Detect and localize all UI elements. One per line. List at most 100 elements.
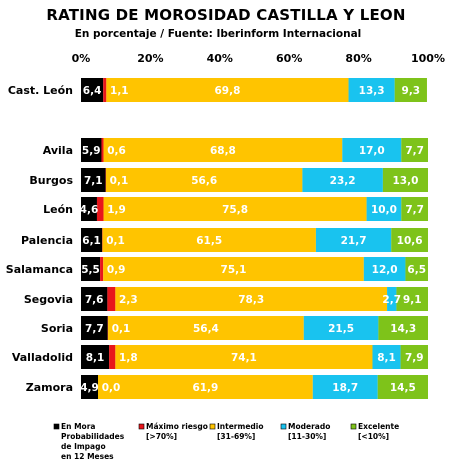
legend-swatch: [280, 423, 287, 430]
bars: Cast. León 6,4 1,1 69,8 13,3 9,3 Avila 5,9 0,6 68…: [6, 78, 428, 399]
category-label: Burgos: [29, 174, 73, 187]
bar-segment: [108, 316, 304, 340]
bar-segment: [115, 287, 388, 311]
bar-segment: [115, 345, 373, 369]
data-label: 5,9: [82, 145, 101, 157]
data-label: 9,3: [402, 85, 421, 97]
data-label: 9,1: [403, 294, 422, 306]
data-label: 2,3: [119, 294, 138, 306]
data-label: 7,6: [85, 294, 104, 306]
bar-segment: [382, 168, 428, 192]
data-label: 0,1: [106, 235, 125, 247]
data-label: 4,9: [80, 382, 99, 394]
category-label: Salamanca: [6, 263, 73, 276]
data-label: 14,3: [390, 323, 416, 335]
bar-segment: [81, 345, 110, 369]
x-axis: 0% 20% 40% 60% 80% 100%: [72, 52, 445, 65]
data-label: 0,1: [110, 175, 129, 187]
bar-segment: [342, 138, 402, 162]
data-label: 13,3: [359, 85, 385, 97]
category-label: Avila: [43, 144, 73, 157]
bar-segment: [103, 138, 343, 162]
x-tick-label: 80%: [345, 52, 371, 65]
legend-label: En Mora: [61, 422, 95, 431]
bar-segment: [81, 228, 103, 252]
bar-segment: [302, 168, 383, 192]
data-label: 14,5: [390, 382, 416, 394]
data-label: 1,8: [119, 352, 138, 364]
data-label: 56,6: [191, 175, 217, 187]
bar-segment: [103, 78, 107, 102]
category-label: Cast. León: [8, 84, 73, 97]
data-label: 7,7: [405, 145, 424, 157]
category-label: Zamora: [26, 381, 73, 394]
bar-segment: [81, 316, 108, 340]
data-label: 1,1: [110, 85, 129, 97]
data-label: 21,7: [341, 235, 367, 247]
category-label: León: [43, 203, 73, 216]
data-label: 2,7: [382, 294, 401, 306]
data-label: 1,9: [107, 204, 126, 216]
bar-segment: [400, 345, 428, 369]
bar-segment: [396, 287, 428, 311]
category-label: Segovia: [24, 293, 73, 306]
chart-subtitle: En porcentaje / Fuente: Iberinform Inter…: [75, 28, 362, 40]
bar-segment: [315, 228, 392, 252]
bar-segment: [312, 375, 378, 399]
data-label: 61,5: [196, 235, 222, 247]
bar-segment: [405, 257, 428, 281]
bar-segment: [81, 138, 102, 162]
data-label: 68,8: [210, 145, 236, 157]
bar-segment: [105, 168, 303, 192]
data-label: 6,1: [82, 235, 101, 247]
legend-swatch: [138, 423, 145, 430]
data-label: 23,2: [330, 175, 356, 187]
legend-label: Moderado: [288, 422, 330, 431]
data-label: 7,7: [405, 204, 424, 216]
legend-swatch: [350, 423, 357, 430]
legend-label: Excelente: [358, 422, 399, 431]
bar-segment: [377, 375, 428, 399]
legend-swatch: [209, 423, 216, 430]
data-label: 0,6: [107, 145, 126, 157]
bar-segment: [102, 228, 316, 252]
bar-segment: [81, 375, 99, 399]
legend-label: [11-30%]: [288, 432, 326, 441]
bar-segment: [366, 197, 402, 221]
data-label: 5,5: [81, 264, 100, 276]
bar-segment: [401, 138, 428, 162]
data-label: 6,4: [83, 85, 102, 97]
legend-label: Intermedio: [217, 422, 264, 431]
data-label: 0,9: [107, 264, 126, 276]
bar-segment: [401, 197, 428, 221]
data-label: 18,7: [332, 382, 358, 394]
bar-segment: [81, 197, 97, 221]
data-label: 4,6: [80, 204, 99, 216]
legend-label: de Impago: [61, 442, 106, 451]
data-label: 10,0: [371, 204, 397, 216]
data-label: 75,1: [221, 264, 247, 276]
data-label: 74,1: [231, 352, 257, 364]
category-label: Soria: [41, 322, 73, 335]
bar-segment: [98, 375, 313, 399]
data-label: 0,1: [112, 323, 131, 335]
data-label: 6,5: [407, 264, 426, 276]
data-label: 8,1: [377, 352, 396, 364]
data-label: 69,8: [214, 85, 240, 97]
data-label: 7,9: [405, 352, 424, 364]
x-tick-label: 60%: [276, 52, 302, 65]
x-tick-label: 100%: [411, 52, 445, 65]
bar-segment: [107, 287, 116, 311]
data-label: 75,8: [222, 204, 248, 216]
bar-segment: [81, 78, 104, 102]
data-label: 8,1: [86, 352, 105, 364]
bar-segment: [109, 345, 116, 369]
data-label: 0,0: [102, 382, 121, 394]
bar-segment: [103, 257, 364, 281]
bar-segment: [378, 316, 428, 340]
legend-label: en 12 Meses: [61, 452, 114, 461]
bar-segment: [96, 197, 104, 221]
data-label: 12,0: [372, 264, 398, 276]
